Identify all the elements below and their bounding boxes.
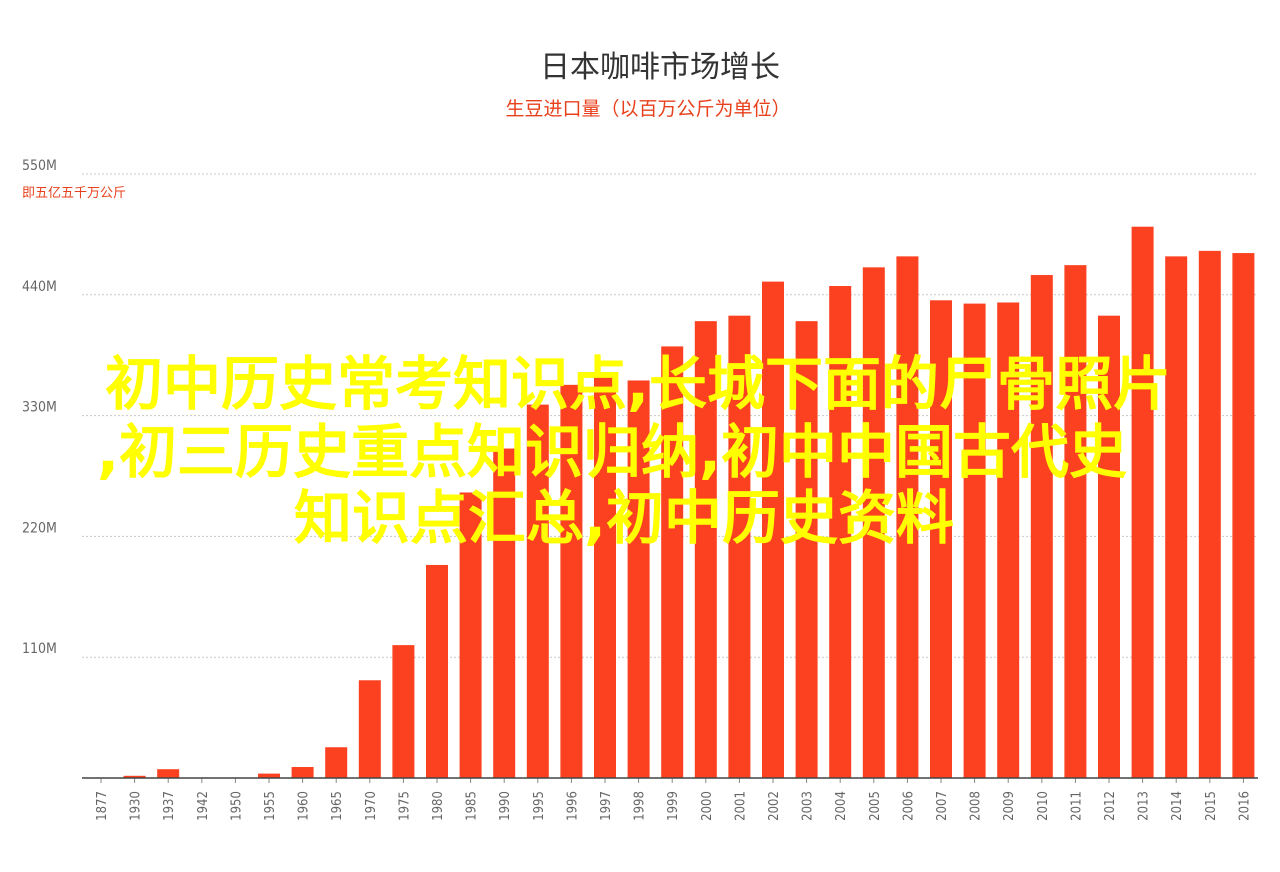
bar-1998 [627, 380, 650, 778]
bar-2010 [1030, 275, 1053, 778]
chart-title: 日本咖啡市场增长 [540, 50, 780, 85]
bar-2002 [762, 281, 784, 778]
bar-1995 [526, 404, 549, 778]
bar-1960 [291, 767, 314, 778]
bar-2013 [1131, 226, 1154, 779]
x-tick-label: 2001 [733, 791, 748, 821]
x-tick-label: 2011 [1069, 791, 1084, 821]
x-tick-label: 2007 [935, 791, 950, 821]
x-tick-label: 1970 [364, 791, 379, 821]
x-tick-label: 2013 [1137, 791, 1152, 821]
bars [123, 226, 1255, 779]
x-tick-label: 2008 [969, 791, 984, 821]
x-tick-label: 2010 [1036, 791, 1051, 821]
x-tick-label: 2006 [901, 791, 916, 821]
bar-1937 [157, 769, 180, 778]
bar-2014 [1165, 256, 1188, 778]
bar-2006 [896, 256, 919, 778]
x-tick-label: 1999 [666, 791, 681, 821]
bar-1999 [661, 346, 684, 778]
x-tick-label: 1985 [465, 791, 480, 821]
bar-2005 [862, 267, 885, 778]
bar-2007 [930, 300, 952, 778]
x-tick-label: 1960 [297, 791, 312, 821]
x-tick-label: 1965 [330, 791, 345, 821]
x-tick-label: 2016 [1237, 791, 1252, 821]
y-tick-label: 330M [22, 400, 57, 416]
y-tick-label: 220M [22, 520, 57, 536]
overlay-line-2: ,初三历史重点知识归纳,初中中国古代史 [97, 418, 1127, 486]
x-tick-label: 1997 [599, 791, 614, 821]
bar-2016 [1232, 253, 1255, 778]
x-tick-label: 2014 [1170, 791, 1185, 821]
x-tick-label: 1937 [162, 791, 177, 821]
bar-2004 [829, 286, 852, 778]
bar-2015 [1198, 250, 1221, 778]
overlay-caption: 初中历史常考知识点,长城下面的尸骨照片 ,初三历史重点知识归纳,初中中国古代史 … [97, 350, 1171, 552]
bar-1965 [325, 747, 348, 778]
bar-2003 [795, 321, 818, 778]
x-tick-label: 1930 [129, 791, 144, 821]
y-axis-ticks: 110M 220M 330M 440M 550M [22, 158, 57, 657]
x-tick-label: 2000 [700, 791, 715, 821]
x-tick-label: 2005 [868, 791, 883, 821]
x-tick-label: 1995 [532, 791, 547, 821]
x-tick-label: 1950 [229, 791, 244, 821]
x-tick-label: 2009 [1002, 791, 1017, 821]
overlay-line-1: 初中历史常考知识点,长城下面的尸骨照片 [105, 350, 1171, 418]
bar-2011 [1064, 265, 1087, 779]
x-tick-label: 1990 [498, 791, 513, 821]
x-axis-ticks: 1877 1930 1937 1942 1950 1955 1960 1965 1970 1975… [95, 778, 1252, 821]
x-tick-label: 1996 [565, 791, 580, 821]
bar-1930 [123, 775, 146, 778]
x-tick-label: 1942 [196, 791, 211, 821]
y-tick-label: 440M [22, 279, 57, 295]
x-tick-label: 1975 [397, 791, 412, 821]
y-tick-label: 550M [22, 158, 57, 174]
x-tick-label: 1980 [431, 791, 446, 821]
bar-2000 [694, 321, 717, 778]
bar-2009 [997, 302, 1020, 778]
x-tick-label: 2004 [834, 791, 849, 821]
bar-1975 [392, 645, 415, 778]
x-tick-label: 2003 [801, 791, 816, 821]
bar-2001 [728, 315, 751, 778]
bar-1970 [358, 680, 381, 778]
overlay-line-3: 知识点汇总,初中历史资料 [294, 484, 954, 552]
bar-2012 [1098, 315, 1120, 778]
x-tick-label: 2012 [1103, 791, 1118, 821]
bar-1997 [594, 377, 616, 778]
bar-1980 [426, 564, 448, 778]
bar-1955 [258, 773, 280, 778]
chart-subtitle: 生豆进口量（以百万公斤为单位） [505, 98, 790, 120]
bar-2008 [963, 303, 986, 778]
y-unit-label: 即五亿五千万公斤 [22, 186, 126, 201]
x-tick-label: 1877 [95, 791, 110, 821]
x-tick-label: 2002 [767, 791, 782, 821]
bar-1996 [560, 384, 583, 778]
bar-1985 [459, 492, 482, 778]
x-tick-label: 1998 [633, 791, 648, 821]
bar-1990 [493, 448, 516, 778]
y-tick-label: 110M [22, 641, 57, 657]
x-tick-label: 1955 [263, 791, 278, 821]
x-tick-label: 2015 [1204, 791, 1219, 821]
